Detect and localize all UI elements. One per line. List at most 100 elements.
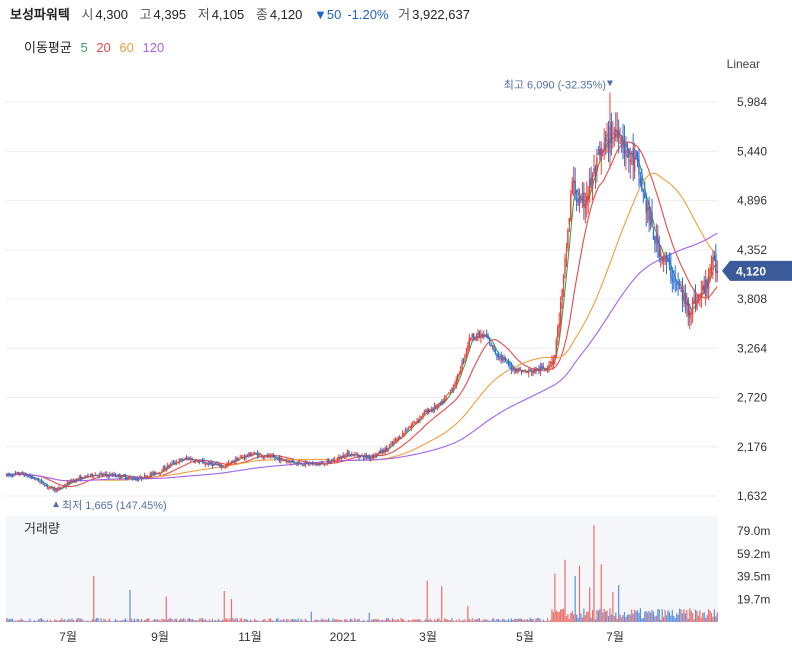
candle-body — [264, 457, 266, 459]
volume-bar — [503, 619, 505, 622]
ma-5-label[interactable]: 5 — [80, 40, 88, 55]
candle-body — [475, 336, 478, 340]
volume-bar — [94, 619, 96, 622]
candle-body — [345, 453, 347, 458]
candle-body — [542, 366, 544, 369]
candle-body — [24, 473, 27, 476]
candle-body — [574, 181, 576, 195]
volume-bar — [516, 618, 518, 622]
candle-body — [480, 334, 482, 339]
candle-body — [626, 143, 629, 148]
candle-body — [235, 458, 237, 463]
volume-bar — [693, 619, 695, 622]
candle-body — [249, 452, 252, 457]
candle-body — [519, 367, 521, 371]
candle-body — [8, 474, 11, 476]
volume-bar — [53, 619, 56, 622]
volume-bar — [491, 618, 494, 622]
candle-body — [561, 289, 563, 301]
volume-bar — [663, 616, 665, 622]
candle-body — [371, 456, 373, 458]
volume-bar — [130, 618, 133, 622]
volume-bar — [570, 612, 572, 622]
candle-body — [230, 461, 233, 464]
candle-body — [429, 410, 431, 412]
volume-bar — [75, 619, 77, 622]
volume-bar — [383, 620, 385, 622]
volume-bar — [417, 619, 420, 622]
volume-bar — [268, 618, 270, 622]
candle-body — [602, 150, 604, 153]
volume-bar — [673, 615, 675, 622]
candle-body — [136, 478, 138, 481]
high-value: 4,395 — [153, 7, 187, 22]
candle-body — [646, 207, 649, 211]
ma-60-label[interactable]: 60 — [119, 40, 134, 55]
candle-body — [504, 358, 507, 361]
candle-body — [584, 203, 587, 209]
candle-body — [451, 389, 453, 391]
volume-bar — [526, 619, 528, 622]
volume-bar — [194, 620, 196, 622]
candle-body — [457, 374, 459, 381]
candle-body — [464, 355, 466, 360]
time-tick-label: 3월 — [419, 630, 437, 644]
candle-body — [509, 363, 511, 366]
candle-body — [36, 478, 38, 481]
volume-bar — [397, 618, 399, 622]
volume-bar — [22, 619, 24, 622]
volume-bar — [420, 620, 423, 622]
volume-bar — [549, 619, 552, 622]
price-tick-label: 1,632 — [737, 489, 767, 503]
volume-bar — [500, 620, 502, 622]
volume-bar — [251, 620, 253, 622]
candle-body — [530, 371, 533, 373]
candle-body — [374, 453, 376, 458]
candle-body — [49, 486, 51, 488]
candle-body — [468, 338, 471, 348]
volume-bar — [297, 618, 299, 622]
volume-bar — [271, 620, 273, 622]
ma-20-label[interactable]: 20 — [96, 40, 111, 55]
ma-120-label[interactable]: 120 — [142, 40, 165, 55]
volume-bar — [596, 609, 598, 622]
candle-body — [712, 257, 714, 267]
candle-body — [541, 365, 543, 368]
candle-body — [126, 478, 128, 480]
candle-body — [97, 475, 99, 477]
volume-bar — [703, 612, 705, 622]
volume-bar — [674, 617, 676, 622]
volume-bar — [69, 620, 72, 622]
volume-bar — [296, 619, 298, 622]
candle-body — [478, 331, 481, 337]
candle-body — [43, 485, 46, 487]
candle-body — [355, 454, 357, 456]
candle-body — [184, 458, 186, 460]
volume-bar — [175, 618, 177, 622]
volume-bar — [442, 621, 444, 622]
candle-body — [652, 231, 655, 240]
candle-body — [85, 476, 88, 478]
candle-body — [149, 473, 151, 477]
volume-bar — [122, 620, 124, 622]
volume-bar — [523, 619, 526, 622]
candle-body — [636, 152, 639, 162]
volume-bar — [33, 620, 35, 622]
volume-bar — [201, 618, 204, 622]
candle-body — [335, 460, 337, 462]
volume-bar — [325, 619, 327, 622]
volume-bar — [619, 614, 621, 622]
volume-bar — [455, 619, 457, 622]
candle-body — [394, 439, 397, 441]
candle-body — [665, 256, 668, 263]
candle-body — [551, 361, 553, 365]
scale-mode-toggle[interactable]: Linear — [726, 57, 760, 71]
volume-bar — [380, 620, 382, 622]
current-price-label: 4,120 — [736, 264, 766, 278]
open-label: 시 — [81, 7, 94, 22]
volume-bar — [287, 619, 289, 622]
candle-body — [428, 409, 430, 413]
candle-body — [617, 130, 620, 138]
candle-body — [233, 461, 236, 463]
